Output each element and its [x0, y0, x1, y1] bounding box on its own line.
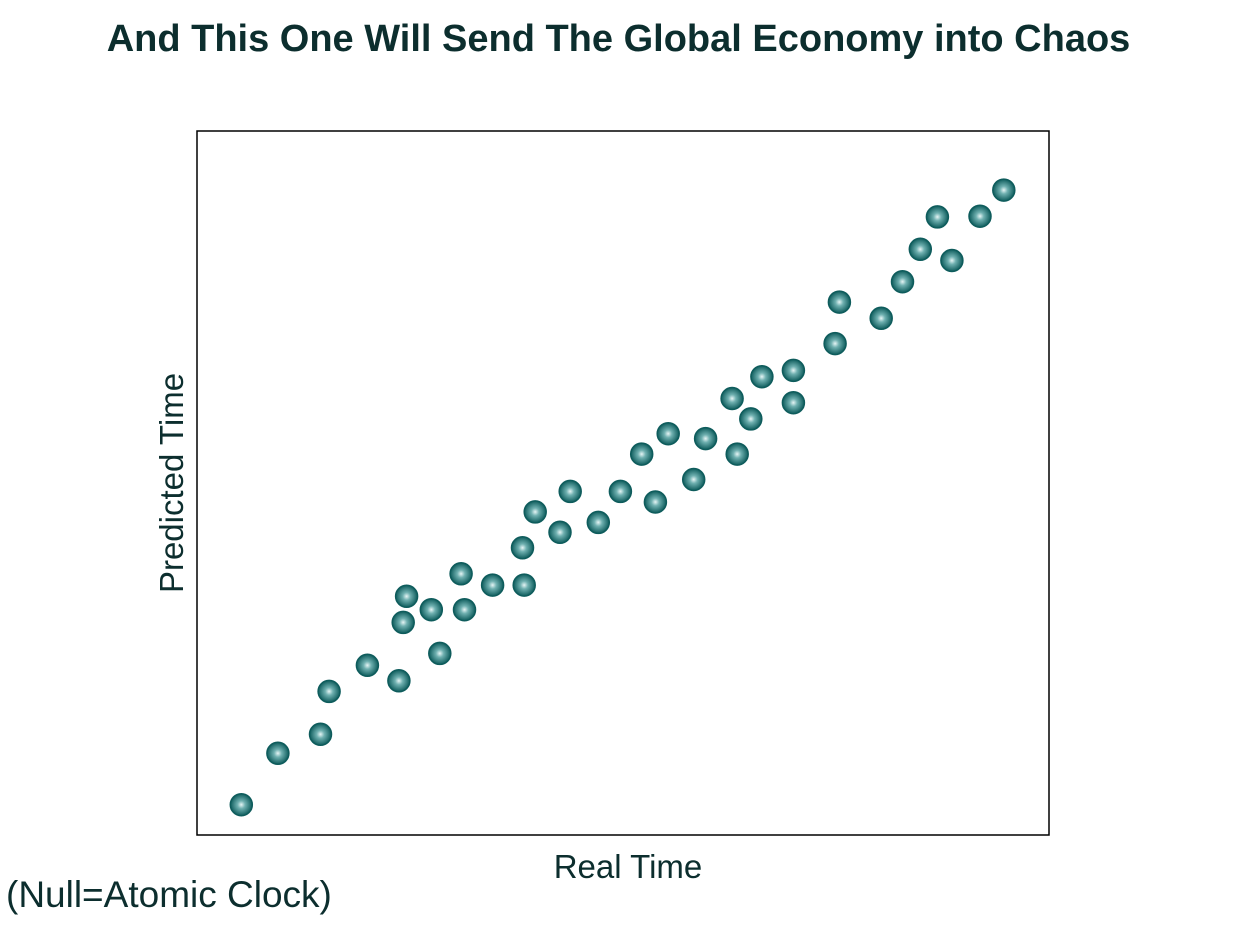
data-point-5: [355, 653, 380, 678]
chart-title: And This One Will Send The Global Econom…: [106, 18, 1131, 60]
data-point-2: [266, 741, 290, 766]
data-point-19: [586, 510, 611, 535]
data-point-11: [449, 562, 473, 586]
data-point-23: [656, 421, 680, 446]
data-point-24: [681, 467, 706, 492]
data-point-38: [940, 248, 964, 273]
data-point-22: [643, 490, 668, 514]
data-point-26: [725, 442, 749, 466]
data-point-32: [823, 331, 847, 356]
data-point-31: [781, 390, 806, 415]
null-annotation: (Null=Atomic Clock): [6, 874, 332, 915]
data-point-10: [428, 641, 452, 666]
data-point-39: [968, 204, 992, 228]
data-point-8: [394, 584, 419, 609]
data-point-18: [558, 479, 582, 504]
data-point-20: [608, 479, 633, 504]
data-point-12: [452, 597, 477, 622]
data-point-37: [925, 205, 950, 229]
data-point-28: [739, 407, 763, 431]
y-axis-label: Predicted Time: [153, 373, 190, 593]
data-point-27: [720, 386, 744, 411]
data-point-9: [419, 597, 444, 622]
data-point-29: [750, 364, 774, 389]
data-point-17: [548, 520, 572, 545]
scatter-points: [229, 178, 1016, 817]
data-point-7: [391, 610, 415, 635]
data-point-13: [480, 573, 505, 597]
data-point-6: [387, 669, 411, 693]
data-point-35: [890, 269, 915, 294]
data-point-21: [629, 442, 654, 466]
data-point-36: [908, 237, 933, 262]
data-point-25: [693, 426, 718, 451]
data-point-1: [229, 792, 254, 817]
x-axis-label: Real Time: [554, 848, 703, 885]
data-point-30: [781, 358, 806, 383]
data-point-14: [512, 573, 536, 597]
data-point-4: [317, 679, 341, 704]
data-point-15: [510, 536, 535, 560]
data-point-16: [523, 500, 547, 524]
data-point-33: [827, 290, 852, 314]
data-point-34: [869, 306, 893, 331]
data-point-40: [992, 178, 1016, 202]
data-point-3: [308, 722, 333, 747]
